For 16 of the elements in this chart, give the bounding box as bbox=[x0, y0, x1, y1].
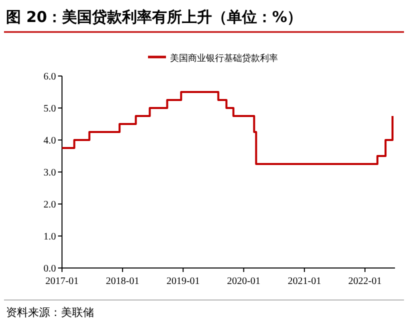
y-tick-label: 0.0 bbox=[44, 264, 56, 274]
legend-label: 美国商业银行基础贷款利率 bbox=[170, 53, 278, 64]
y-tick-label: 6.0 bbox=[44, 72, 56, 82]
text: 资料来源：美联储 bbox=[6, 306, 94, 319]
x-tick-label: 2017-01 bbox=[45, 276, 79, 287]
y-tick-label: 4.0 bbox=[44, 136, 56, 146]
chart-title: 图 20：美国贷款利率有所上升（单位：%） bbox=[6, 8, 302, 26]
y-tick-label: 1.0 bbox=[44, 232, 56, 242]
y-tick-label: 5.0 bbox=[44, 104, 56, 114]
x-tick-label: 2019-01 bbox=[166, 276, 200, 287]
x-tick-label: 2020-01 bbox=[227, 276, 260, 287]
x-tick-label: 2018-01 bbox=[106, 276, 140, 287]
y-tick-label: 2.0 bbox=[44, 200, 56, 210]
x-tick-label: 2022-01 bbox=[348, 276, 382, 287]
x-tick-label: 2021-01 bbox=[288, 276, 322, 287]
y-tick-label: 3.0 bbox=[44, 168, 56, 178]
